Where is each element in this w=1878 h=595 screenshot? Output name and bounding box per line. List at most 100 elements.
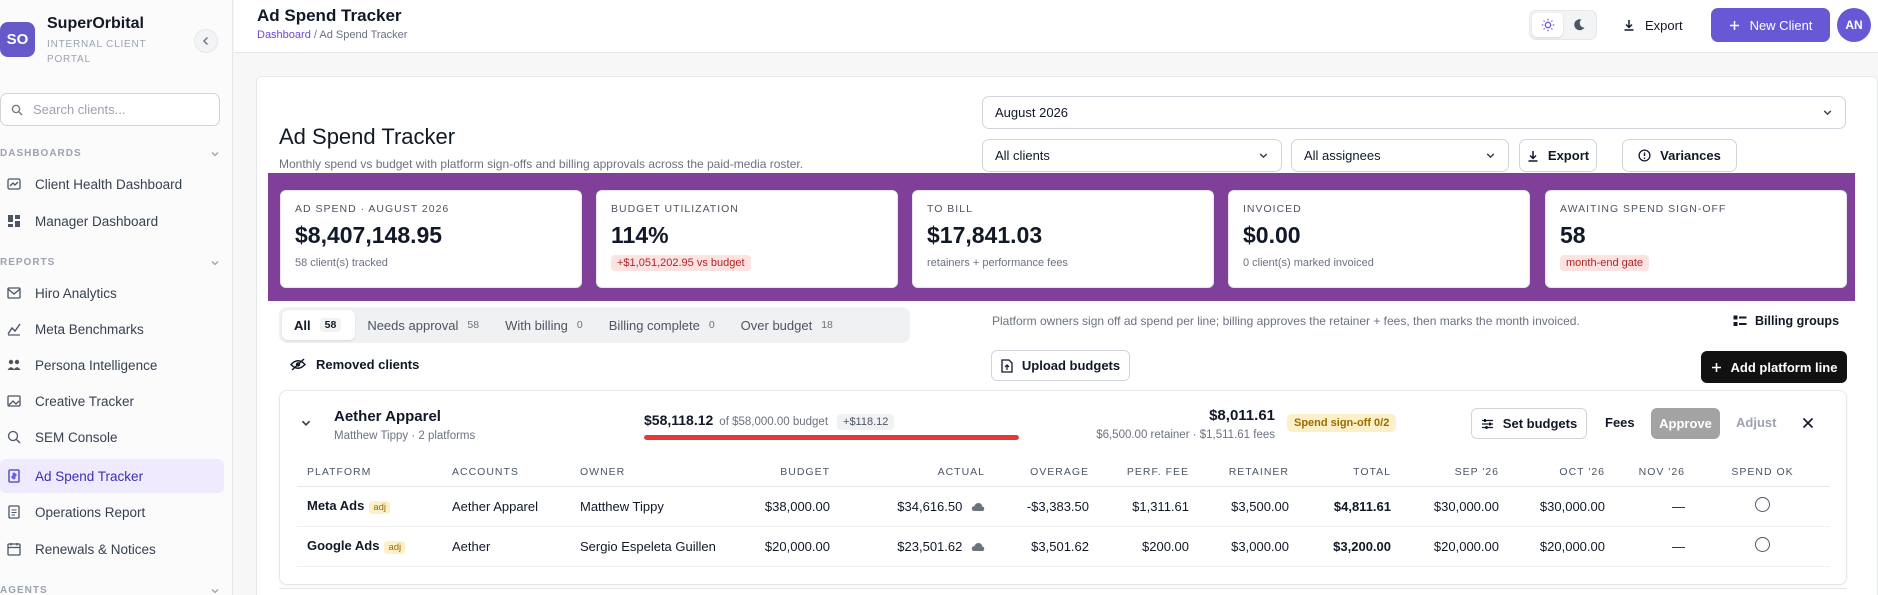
sidebar-item-creative-tracker[interactable]: Creative Tracker	[0, 384, 224, 418]
sidebar-item-label: Meta Benchmarks	[35, 321, 144, 337]
sidebar-item-meta-benchmarks[interactable]: Meta Benchmarks	[0, 312, 224, 346]
section-title: REPORTS	[0, 257, 56, 268]
spend-progress-fill	[644, 435, 1019, 440]
platform-lines-table: PLATFORM ACCOUNTS OWNER BUDGET ACTUAL OV…	[297, 458, 1830, 567]
fees-button[interactable]: Fees	[1605, 415, 1635, 430]
actual-cell: $23,501.62	[840, 526, 995, 567]
brand-subtitle: INTERNAL CLIENT PORTAL	[47, 39, 147, 65]
spend-progress-bar	[644, 435, 1019, 440]
cloud-icon	[971, 503, 985, 512]
top-bar: Ad Spend Tracker Dashboard / Ad Spend Tr…	[234, 0, 1878, 53]
page-header-title: Ad Spend Tracker	[257, 6, 402, 25]
perf-fee-cell: $1,311.61	[1099, 486, 1199, 527]
export-button[interactable]: Export	[1519, 139, 1597, 172]
nov-cell: —	[1615, 526, 1695, 567]
sidebar-item-operations-report[interactable]: Operations Report	[0, 495, 224, 529]
spend-ok-radio[interactable]	[1755, 537, 1770, 552]
sep-cell: $20,000.00	[1401, 526, 1509, 567]
theme-toggle[interactable]	[1529, 10, 1597, 40]
dark-theme-option[interactable]	[1563, 13, 1594, 37]
column-header: ACTUAL	[840, 458, 995, 487]
tab-label: All	[294, 317, 311, 333]
sidebar-item-ad-spend-tracker[interactable]: Ad Spend Tracker	[0, 459, 224, 493]
sidebar-item-persona-intelligence[interactable]: Persona Intelligence	[0, 348, 224, 382]
month-select[interactable]: August 2026	[982, 96, 1846, 129]
column-header: OVERAGE	[995, 458, 1099, 487]
tab-all[interactable]: All 58	[282, 310, 356, 340]
page-title: Ad Spend Tracker	[279, 124, 456, 149]
new-client-button[interactable]: New Client	[1711, 8, 1830, 42]
stat-badge: +$1,051,202.95 vs budget	[611, 255, 751, 271]
moon-icon	[1573, 19, 1584, 31]
close-icon[interactable]	[1802, 417, 1814, 429]
owner-cell: Sergio Espeleta Guillen	[570, 526, 740, 567]
stat-value: 58	[1560, 222, 1586, 248]
tab-with-billing[interactable]: With billing 0	[493, 310, 597, 340]
chevron-down-icon	[1823, 110, 1832, 116]
sidebar-item-renewals-notices[interactable]: Renewals & Notices	[0, 532, 224, 566]
tab-needs-approval[interactable]: Needs approval 58	[355, 310, 493, 340]
removed-clients-label: Removed clients	[316, 357, 420, 372]
client-filter-select[interactable]: All clients	[982, 139, 1282, 172]
overage-cell: $3,501.62	[995, 526, 1099, 567]
section-title: DASHBOARDS	[0, 148, 82, 159]
search-chart-icon	[7, 430, 21, 444]
sidebar-item-client-health[interactable]: Client Health Dashboard	[0, 167, 224, 201]
assignee-filter-select[interactable]: All assignees	[1291, 139, 1509, 172]
search-input[interactable]	[33, 102, 203, 117]
adjust-button[interactable]: Adjust	[1736, 415, 1777, 430]
section-agents[interactable]: AGENTS	[0, 585, 220, 595]
tab-count: 0	[576, 319, 583, 331]
budget-cell: $20,000.00	[740, 526, 840, 567]
stat-footnote: 0 client(s) marked invoiced	[1243, 257, 1374, 269]
spend-ok-radio[interactable]	[1755, 497, 1770, 512]
upload-budgets-button[interactable]: Upload budgets	[991, 350, 1130, 381]
client-meta: Matthew Tippy · 2 platforms	[334, 430, 476, 442]
document-icon	[8, 505, 20, 519]
variances-button[interactable]: Variances	[1622, 139, 1737, 172]
billing-groups-button[interactable]: Billing groups	[1733, 314, 1839, 328]
approve-button[interactable]: Approve	[1651, 408, 1720, 439]
retainer-cell: $3,500.00	[1199, 486, 1299, 527]
overage-cell: -$3,383.50	[995, 486, 1099, 527]
tab-over-budget[interactable]: Over budget 18	[729, 310, 847, 340]
plus-icon	[1711, 362, 1721, 372]
removed-clients-toggle[interactable]: Removed clients	[290, 357, 419, 372]
header-export-button[interactable]: Export	[1623, 12, 1683, 38]
sliders-icon	[1481, 418, 1493, 429]
client-search[interactable]	[0, 93, 220, 126]
page-subtitle: Monthly spend vs budget with platform si…	[279, 157, 804, 171]
column-header: OWNER	[570, 458, 740, 487]
sidebar-item-hiro-analytics[interactable]: Hiro Analytics	[0, 276, 224, 310]
sidebar-item-manager-dashboard[interactable]: Manager Dashboard	[0, 204, 224, 238]
dashboard-icon	[7, 178, 21, 190]
tab-count: 18	[821, 319, 833, 331]
sun-icon	[1541, 18, 1554, 32]
set-budgets-button[interactable]: Set budgets	[1471, 408, 1587, 439]
grid-icon	[8, 215, 20, 227]
chevron-down-icon	[211, 151, 219, 156]
column-header: TOTAL	[1299, 458, 1401, 487]
chevron-down-icon[interactable]	[300, 417, 312, 429]
section-reports[interactable]: REPORTS	[0, 257, 220, 268]
breadcrumb-dashboard-link[interactable]: Dashboard	[257, 29, 311, 41]
image-icon	[7, 395, 21, 407]
section-dashboards[interactable]: DASHBOARDS	[0, 148, 220, 159]
sidebar-item-label: Creative Tracker	[35, 393, 135, 409]
tab-label: Needs approval	[367, 317, 459, 333]
cloud-icon	[971, 543, 985, 552]
perf-fee-cell: $200.00	[1099, 526, 1199, 567]
user-avatar[interactable]: AN	[1837, 8, 1871, 42]
sidebar-item-sem-console[interactable]: SEM Console	[0, 420, 224, 454]
spend-ok-cell	[1695, 486, 1830, 527]
tab-billing-complete[interactable]: Billing complete 0	[597, 310, 729, 340]
adjusted-badge: adj	[369, 500, 390, 514]
breadcrumb-current: Ad Spend Tracker	[319, 29, 408, 41]
platform-name: Google Ads	[307, 538, 380, 554]
stat-invoiced: INVOICED $0.00 0 client(s) marked invoic…	[1228, 190, 1530, 288]
sidebar-item-label: SEM Console	[35, 429, 118, 445]
add-platform-line-button[interactable]: Add platform line	[1701, 351, 1847, 383]
collapse-sidebar-button[interactable]	[194, 29, 218, 53]
column-header: OCT '26	[1509, 458, 1615, 487]
light-theme-option[interactable]	[1532, 13, 1563, 37]
